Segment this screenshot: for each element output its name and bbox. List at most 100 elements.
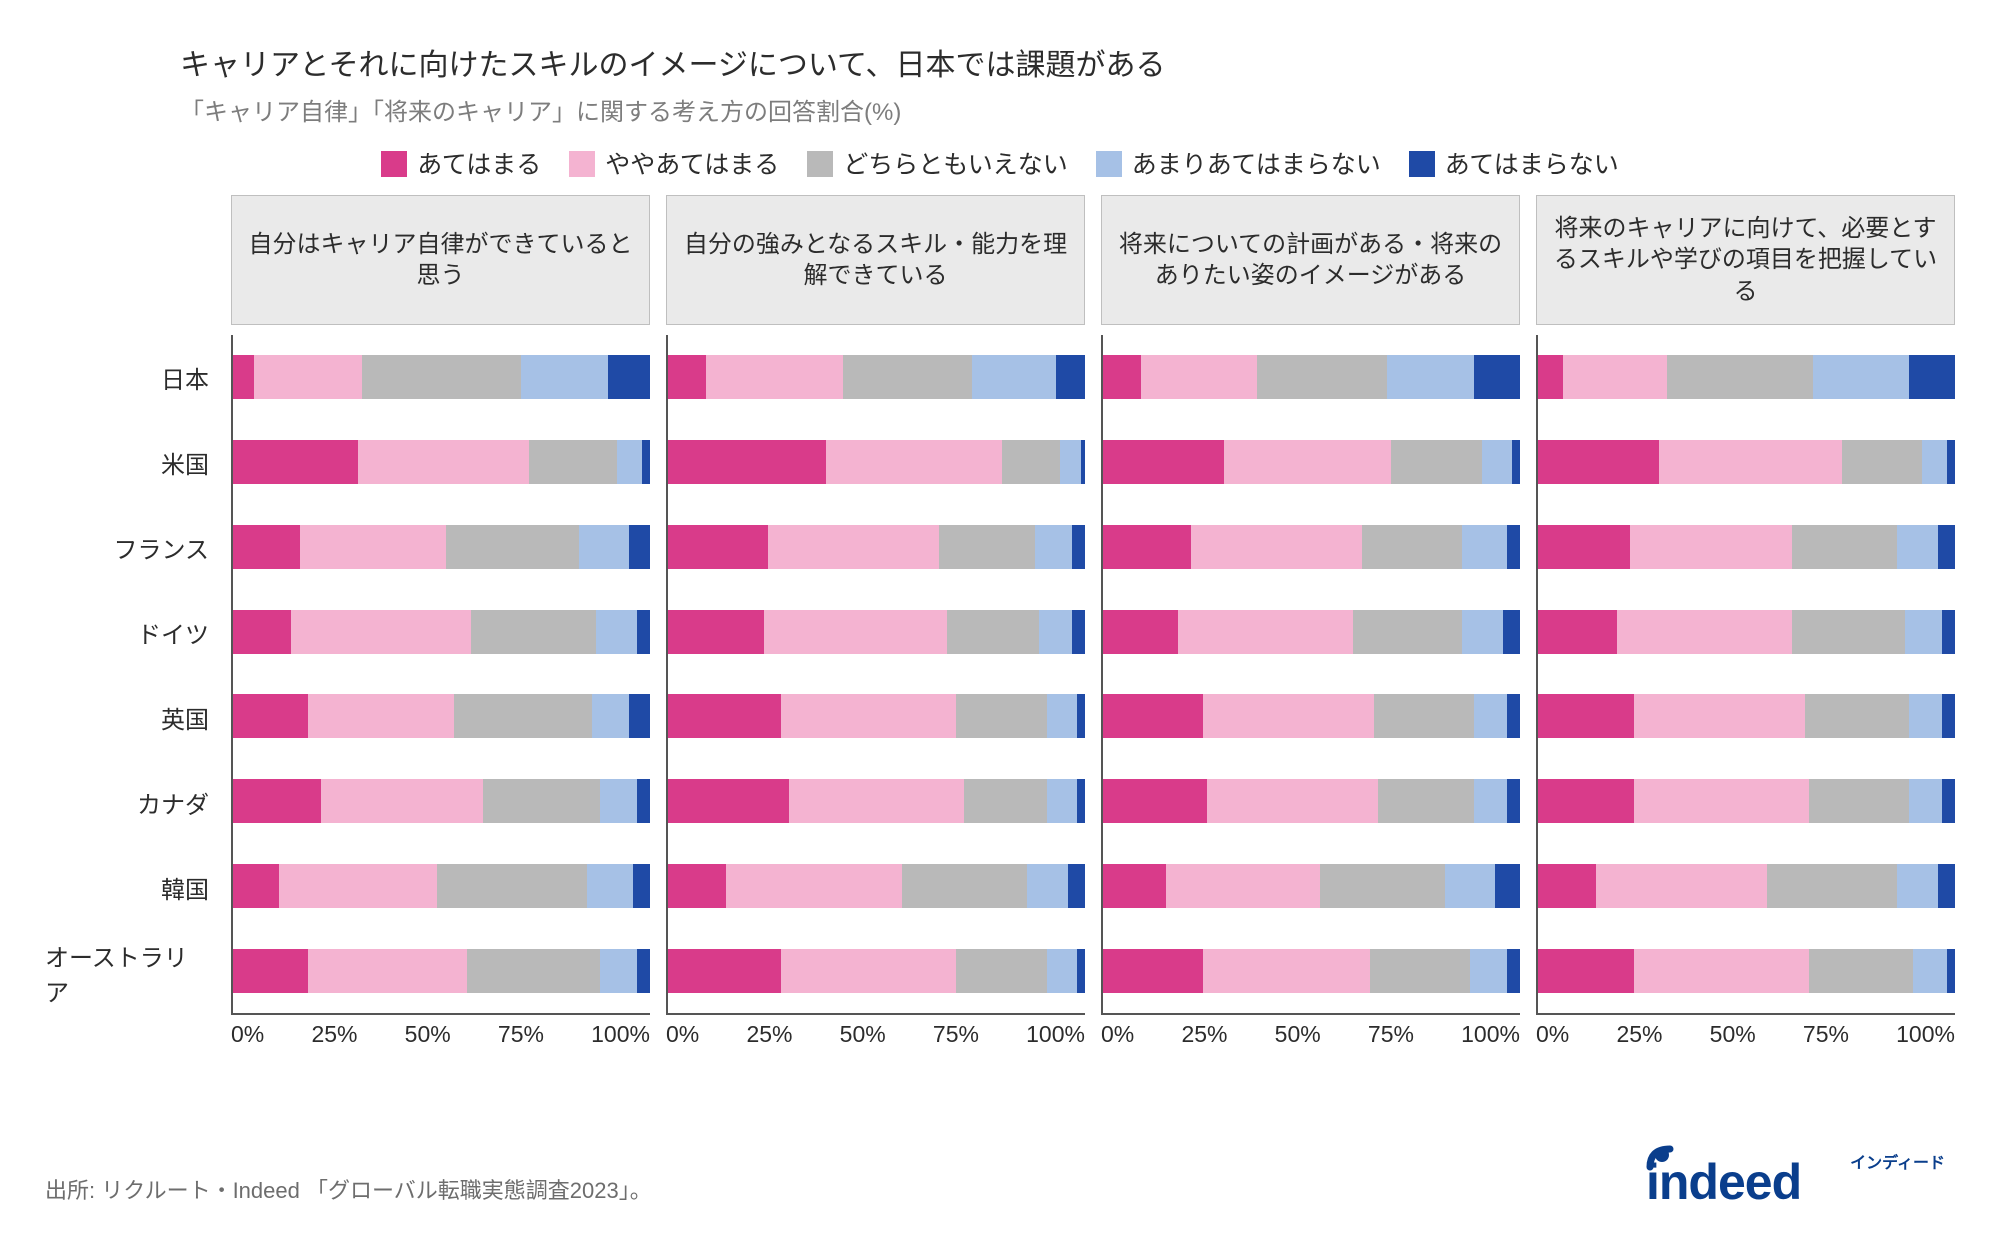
bar-row xyxy=(233,759,650,844)
bar-row xyxy=(233,844,650,929)
legend-item: ややあてはまる xyxy=(569,145,779,181)
bar-segment xyxy=(1634,694,1805,738)
logo-ruby: インディード xyxy=(1850,1149,1945,1173)
bar-segment xyxy=(1630,525,1793,569)
bar-segment xyxy=(617,440,642,484)
stacked-bar xyxy=(668,694,1085,738)
bar-segment xyxy=(1507,525,1520,569)
bar-segment xyxy=(446,525,579,569)
bar-segment xyxy=(1103,779,1207,823)
bar-segment xyxy=(233,355,254,399)
bar-row xyxy=(1103,505,1520,590)
stacked-bar xyxy=(1538,440,1955,484)
bar-segment xyxy=(1947,440,1955,484)
stacked-bar xyxy=(1538,525,1955,569)
x-tick: 25% xyxy=(1181,1021,1227,1048)
bar-segment xyxy=(1077,949,1085,993)
legend-label: あまりあてはまらない xyxy=(1132,151,1381,179)
stacked-bar xyxy=(668,779,1085,823)
x-tick: 100% xyxy=(591,1021,650,1048)
stacked-bar xyxy=(233,525,650,569)
x-tick: 50% xyxy=(405,1021,451,1048)
stacked-bar xyxy=(668,440,1085,484)
bar-segment xyxy=(1462,525,1508,569)
country-label: 米国 xyxy=(45,420,215,505)
bar-segment xyxy=(521,355,609,399)
bar-segment xyxy=(1224,440,1391,484)
bar-row xyxy=(668,589,1085,674)
panel-header: 将来についての計画がある・将来のありたい姿のイメージがある xyxy=(1101,195,1520,325)
bar-segment xyxy=(1538,864,1596,908)
bar-segment xyxy=(668,440,826,484)
bar-segment xyxy=(1470,949,1508,993)
bar-segment xyxy=(1077,694,1085,738)
bar-row xyxy=(1538,928,1955,1013)
bar-segment xyxy=(1060,440,1081,484)
bar-segment xyxy=(1103,610,1178,654)
bar-row xyxy=(1103,335,1520,420)
bar-segment xyxy=(1538,355,1563,399)
bar-segment xyxy=(1207,779,1378,823)
bar-row xyxy=(233,928,650,1013)
panel-0 xyxy=(231,335,650,1015)
bar-segment xyxy=(600,949,638,993)
x-tick: 75% xyxy=(1803,1021,1849,1048)
legend-swatch xyxy=(569,151,595,177)
legend-swatch xyxy=(807,151,833,177)
x-axis-ticks: 0%25%50%75%100% xyxy=(231,1021,650,1048)
stacked-bar xyxy=(1103,864,1520,908)
country-label: ドイツ xyxy=(45,590,215,675)
bar-segment xyxy=(668,355,706,399)
legend-item: あまりあてはまらない xyxy=(1096,145,1381,181)
stacked-bar xyxy=(233,355,650,399)
stacked-bar xyxy=(233,779,650,823)
bar-segment xyxy=(706,355,844,399)
stacked-bar xyxy=(668,525,1085,569)
bar-segment xyxy=(637,949,650,993)
bar-segment xyxy=(726,864,901,908)
bar-row xyxy=(668,420,1085,505)
bar-segment xyxy=(596,610,638,654)
bar-segment xyxy=(668,779,789,823)
bar-segment xyxy=(1072,610,1085,654)
stacked-bar xyxy=(1103,440,1520,484)
stacked-bar xyxy=(1103,949,1520,993)
bar-segment xyxy=(1507,694,1520,738)
bar-segment xyxy=(1909,355,1955,399)
bar-segment xyxy=(1913,949,1946,993)
bar-segment xyxy=(1503,610,1520,654)
bar-segment xyxy=(1538,949,1634,993)
bar-segment xyxy=(1659,440,1842,484)
bar-segment xyxy=(592,694,630,738)
stacked-bar xyxy=(1538,864,1955,908)
bar-segment xyxy=(668,525,768,569)
x-tick: 0% xyxy=(1536,1021,1569,1048)
stacked-bar xyxy=(1103,610,1520,654)
bar-segment xyxy=(1203,949,1370,993)
country-label: 韓国 xyxy=(45,845,215,930)
bar-segment xyxy=(668,610,764,654)
bar-segment xyxy=(233,864,279,908)
chart-body: 日本米国フランスドイツ英国カナダ韓国オーストラリア xyxy=(45,335,1955,1015)
bar-segment xyxy=(1474,694,1507,738)
bar-segment xyxy=(1039,610,1072,654)
bar-segment xyxy=(483,779,600,823)
legend-item: あてはまる xyxy=(381,145,541,181)
bar-row xyxy=(233,674,650,759)
bar-row xyxy=(1103,420,1520,505)
stacked-bar xyxy=(1538,949,1955,993)
stacked-bar xyxy=(668,355,1085,399)
stacked-bar xyxy=(1103,525,1520,569)
bar-segment xyxy=(1507,779,1520,823)
stacked-bar xyxy=(668,864,1085,908)
legend-swatch xyxy=(381,151,407,177)
bar-segment xyxy=(1809,779,1909,823)
x-tick: 0% xyxy=(231,1021,264,1048)
bar-row xyxy=(1538,844,1955,929)
bar-segment xyxy=(254,355,362,399)
country-label: 英国 xyxy=(45,675,215,760)
bar-segment xyxy=(1391,440,1483,484)
bar-segment xyxy=(1103,694,1203,738)
bar-segment xyxy=(1035,525,1073,569)
bar-segment xyxy=(1103,440,1224,484)
